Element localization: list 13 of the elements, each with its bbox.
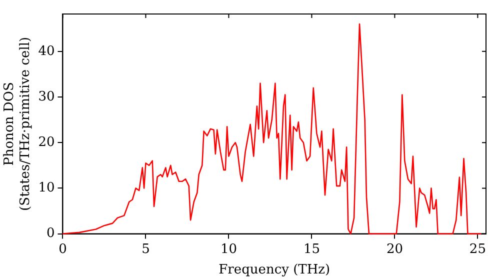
y-tick-label: 10 [38, 180, 55, 196]
y-tick-label: 0 [46, 226, 55, 242]
x-tick-label: 10 [220, 242, 237, 257]
y-axis-title: Phonon DOS (States/THz·primitive cell) [2, 36, 33, 211]
y-tick-label: 40 [38, 44, 55, 59]
x-tick-label: 0 [58, 242, 67, 257]
x-tick-label: 20 [386, 242, 403, 257]
y-tick-label: 20 [38, 134, 55, 150]
x-axis-title: Frequency (THz) [218, 262, 330, 278]
y-tick-label: 30 [38, 89, 55, 104]
x-tick-label: 5 [142, 242, 150, 257]
x-tick-label: 15 [303, 242, 320, 257]
x-tick-label: 25 [469, 242, 486, 257]
